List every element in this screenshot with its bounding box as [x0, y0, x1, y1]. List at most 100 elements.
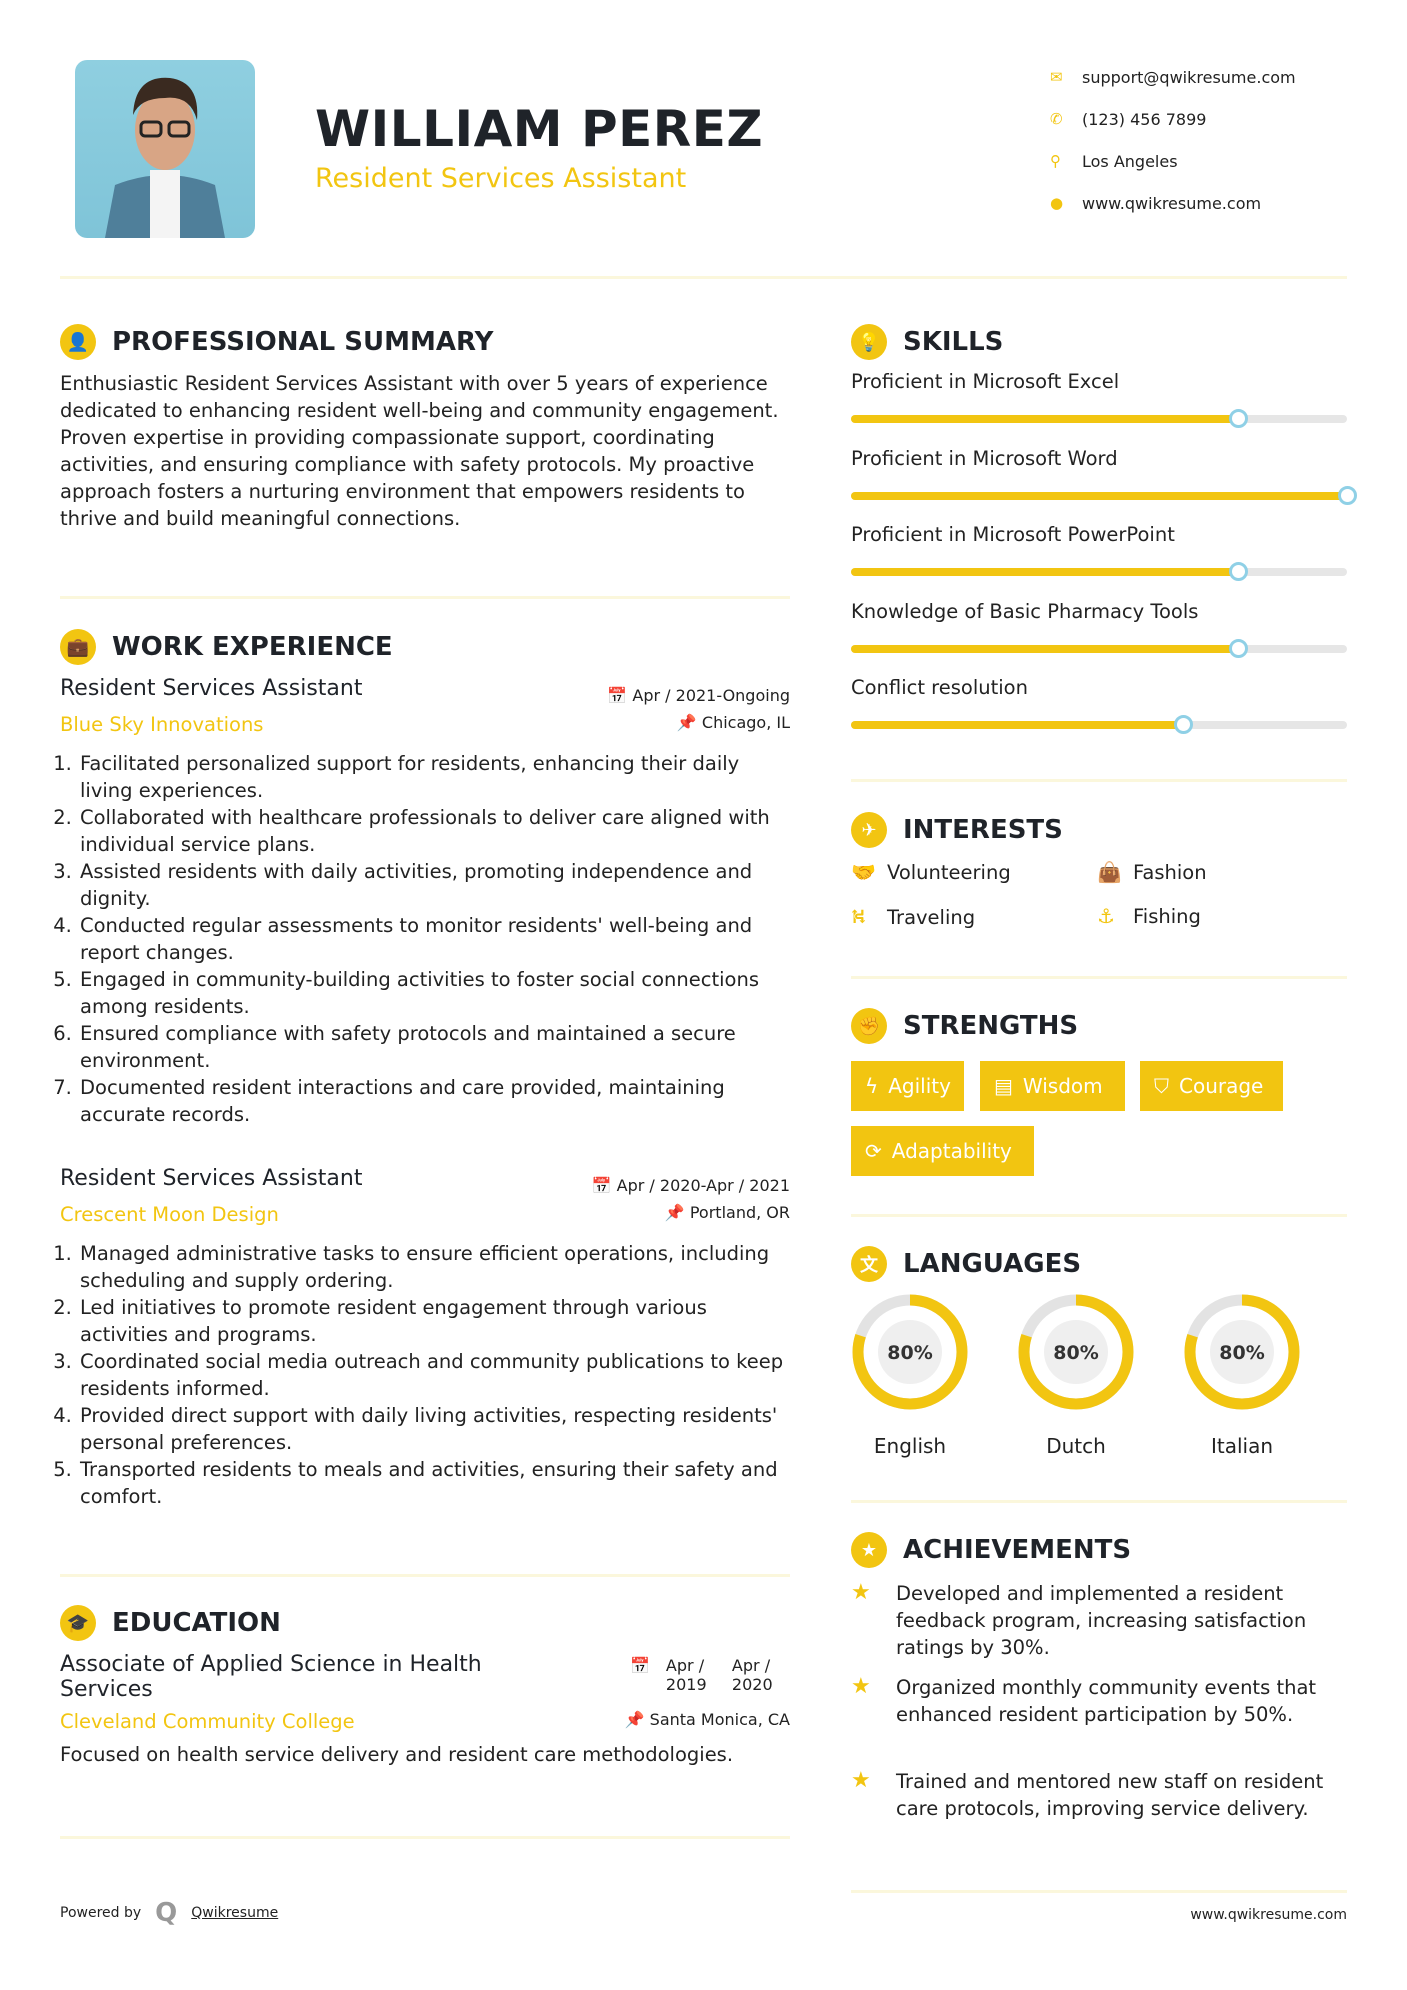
heading-text: PROFESSIONAL SUMMARY — [112, 327, 494, 357]
calendar-icon: 📅 — [607, 686, 633, 705]
strength-label: Wisdom — [1022, 1074, 1103, 1098]
summary-text: Enthusiastic Resident Services Assistant… — [60, 372, 779, 530]
graduation-cap-icon: 🎓 — [60, 1605, 96, 1641]
degree: Associate of Applied Science in Health S… — [60, 1652, 482, 1702]
achievement-text: Developed and implemented a resident fee… — [896, 1582, 1307, 1659]
interest-label: Fashion — [1133, 860, 1207, 884]
strength-tag: ▤ Wisdom — [980, 1061, 1125, 1111]
contact-location: ⚲ Los Angeles — [1050, 140, 1296, 182]
contact-email[interactable]: ✉ support@qwikresume.com — [1050, 56, 1296, 98]
achievement-item: ★ Organized monthly community events that… — [851, 1674, 1351, 1728]
qwikresume-logo-icon: Q — [155, 1898, 178, 1928]
candidate-name: WILLIAM PEREZ — [315, 100, 764, 158]
language-ring: 80% — [852, 1294, 968, 1410]
location-text: Chicago, IL — [701, 713, 790, 732]
duty: Transported residents to meals and activ… — [78, 1456, 790, 1510]
edu-description: Focused on health service delivery and r… — [60, 1743, 734, 1766]
pin-icon: 📌 — [624, 1710, 650, 1729]
skill-bar-fill — [851, 644, 1238, 653]
duty: Provided direct support with daily livin… — [78, 1402, 790, 1456]
company: Crescent Moon Design — [60, 1203, 279, 1226]
achievement-text: Organized monthly community events that … — [896, 1676, 1317, 1726]
divider — [60, 596, 790, 599]
work-heading: 💼 WORK EXPERIENCE — [60, 629, 393, 665]
location-text: Portland, OR — [689, 1203, 790, 1222]
heading-text: WORK EXPERIENCE — [112, 632, 393, 662]
job-entry: Resident Services Assistant 📅 Apr / 2020-… — [60, 1166, 790, 1510]
contact-website[interactable]: ● www.qwikresume.com — [1050, 182, 1296, 224]
duty: Led initiatives to promote resident enga… — [78, 1294, 790, 1348]
heading-text: ACHIEVEMENTS — [903, 1535, 1132, 1565]
user-icon: 👤 — [60, 324, 96, 360]
company: Blue Sky Innovations — [60, 713, 264, 736]
skill-bar-fill — [851, 721, 1184, 729]
skill-item: Proficient in Microsoft PowerPoint — [851, 523, 1347, 581]
interest-item: 👜 Fashion — [1097, 860, 1207, 884]
language-percent: 80% — [887, 1342, 932, 1364]
skills-heading: 💡 SKILLS — [851, 324, 1003, 360]
briefcase-icon: 💼 — [60, 629, 96, 665]
paper-plane-icon: ✈ — [851, 812, 887, 848]
skill-bar-knob — [1228, 638, 1248, 658]
skill-item: Proficient in Microsoft Word — [851, 447, 1357, 505]
job-location: 📌 Portland, OR — [665, 1203, 790, 1226]
duty: Facilitated personalized support for res… — [78, 750, 790, 804]
job-duties: Facilitated personalized support for res… — [60, 750, 790, 1128]
pin-icon: 📌 — [664, 1203, 690, 1222]
edu-location: 📌 Santa Monica, CA — [625, 1710, 790, 1733]
duty: Coordinated social media outreach and co… — [78, 1348, 790, 1402]
language-item: 80% Italian — [1180, 1290, 1304, 1458]
interest-label: Traveling — [887, 906, 976, 929]
skill-bar-fill — [851, 568, 1238, 576]
fist-icon: ✊ — [851, 1008, 887, 1044]
globe-icon: ● — [1050, 194, 1064, 212]
calendar-icon: 📅 — [591, 1176, 617, 1195]
skill-bar-knob — [1338, 485, 1357, 505]
phone-icon: ✆ — [1050, 110, 1063, 128]
footer-website[interactable]: www.qwikresume.com — [1190, 1907, 1347, 1923]
book-icon: ▤ — [994, 1074, 1013, 1098]
duty: Documented resident interactions and car… — [78, 1074, 790, 1128]
skill-label: Proficient in Microsoft PowerPoint — [851, 523, 1175, 546]
summary-heading: 👤 PROFESSIONAL SUMMARY — [60, 324, 493, 360]
contact-text: Los Angeles — [1082, 151, 1178, 171]
interest-label: Fishing — [1133, 904, 1201, 928]
end-date: Apr / 2020 — [731, 1656, 773, 1694]
divider — [60, 276, 1347, 279]
school: Cleveland Community College — [60, 1710, 355, 1733]
skill-bar-fill — [851, 415, 1238, 423]
skill-bar-knob — [1228, 409, 1248, 428]
interest-label: Volunteering — [887, 860, 1011, 884]
contact-text: (123) 456 7899 — [1082, 109, 1207, 129]
translate-icon: 文 — [851, 1246, 887, 1282]
achievement-item: ★ Developed and implemented a resident fe… — [851, 1580, 1351, 1661]
contact-phone[interactable]: ✆ (123) 456 7899 — [1050, 98, 1296, 140]
interest-item: ⛕ Traveling — [851, 904, 975, 931]
binoculars-icon: ⛕ — [851, 904, 866, 928]
bolt-icon: ϟ — [865, 1074, 879, 1098]
star-badge-icon: ★ — [851, 1532, 887, 1568]
start-date: Apr / 2019 — [665, 1656, 707, 1694]
skill-bar — [851, 562, 1347, 581]
skill-item: Knowledge of Basic Pharmacy Tools — [851, 600, 1347, 658]
job-entry: Resident Services Assistant 📅 Apr / 2021-… — [60, 676, 790, 1128]
contact-list: ✉ support@qwikresume.com ✆ (123) 456 7899 … — [1050, 56, 1296, 224]
job-title: Resident Services Assistant — [60, 676, 363, 701]
education-entry: Associate of Applied Science in Health S… — [60, 1652, 790, 1768]
language-percent: 80% — [1053, 1342, 1098, 1364]
strength-label: Agility — [888, 1074, 951, 1098]
skill-label: Proficient in Microsoft Excel — [851, 370, 1120, 393]
star-icon: ★ — [851, 1768, 871, 1793]
brand-link[interactable]: Qwikresume — [191, 1905, 279, 1921]
heading-text: SKILLS — [903, 327, 1004, 357]
languages-heading: 文 LANGUAGES — [851, 1246, 1081, 1282]
skill-item: Proficient in Microsoft Excel — [851, 370, 1347, 428]
duty: Assisted residents with daily activities… — [78, 858, 790, 912]
divider — [60, 1836, 790, 1839]
strength-label: Courage — [1179, 1074, 1264, 1098]
handshake-icon: 🤝 — [851, 860, 876, 884]
star-icon: ★ — [851, 1674, 871, 1699]
skill-label: Conflict resolution — [851, 676, 1028, 699]
footer-powered: Powered by Q Qwikresume — [60, 1898, 278, 1928]
strength-label: Adaptability — [891, 1139, 1012, 1163]
